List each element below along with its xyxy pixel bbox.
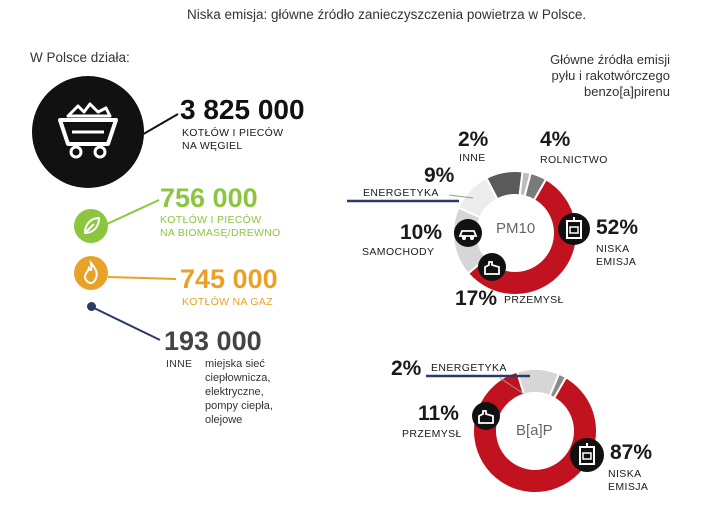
bap-przemysl-label: PRZEMYSŁ: [402, 428, 462, 440]
other-value: 193 000: [164, 326, 262, 356]
pm10-niska-label: NISKA EMISJA: [596, 243, 637, 268]
flame-icon: [83, 259, 98, 285]
pm10-inne-label: INNE: [459, 152, 486, 164]
bap-przemysl-badge: [472, 402, 500, 430]
coal-connector: [140, 113, 179, 137]
coal-cart-icon: [58, 102, 118, 159]
gas-connector: [108, 276, 177, 280]
pm10-przemysl-badge: [478, 253, 506, 281]
donut-segment-rolnictwo: [523, 171, 548, 202]
bap-niska-badge: [570, 438, 604, 472]
bap-niska-pct: 87%: [610, 441, 653, 464]
bap-energetyka-label: ENERGETYKA: [431, 362, 507, 374]
other-dot-icon: [87, 302, 96, 311]
car-icon: [458, 230, 478, 240]
gas-badge: [74, 256, 108, 290]
pm10-inne-pct: 2%: [458, 128, 489, 151]
biomass-badge: [74, 209, 108, 243]
bap-niska-label: NISKA EMISJA: [608, 468, 649, 493]
leaf-icon: [83, 216, 101, 235]
pm10-rolnictwo-pct: 4%: [540, 128, 571, 151]
factory-icon: [478, 410, 494, 424]
stove-icon: [566, 217, 582, 239]
page-title: Niska emisja: główne źródło zanieczyszcz…: [187, 7, 587, 22]
pm10-energetyka-label: ENERGETYKA: [363, 187, 439, 199]
factory-icon: [484, 261, 500, 275]
other-connector: [93, 307, 161, 341]
stove-icon: [579, 443, 595, 465]
coal-value: 3 825 000: [180, 94, 305, 125]
bap-center-label: B[a]P: [516, 422, 553, 439]
gas-label: KOTŁÓW NA GAZ: [182, 296, 273, 308]
pm10-niska-badge: [558, 213, 590, 245]
coal-label: KOTŁÓW I PIECÓW NA WĘGIEL: [182, 127, 284, 152]
gas-value: 745 000: [180, 264, 278, 294]
coal-badge: [32, 76, 144, 188]
pm10-samochody-label: SAMOCHODY: [362, 246, 435, 258]
bap-energetyka-leader: [426, 374, 530, 395]
pm10-samochody-pct: 10%: [400, 221, 443, 244]
biomass-connector: [107, 199, 160, 225]
pm10-niska-pct: 52%: [596, 216, 639, 239]
pm10-energetyka-pct: 9%: [424, 164, 455, 187]
pm10-samochody-badge: [454, 219, 482, 247]
other-detail: miejska sieć ciepłownicza, elektryczne, …: [205, 358, 273, 426]
bap-energetyka-pct: 2%: [391, 357, 422, 380]
biomass-label: KOTŁÓW I PIECÓW NA BIOMASĘ/DREWNO: [160, 214, 281, 239]
pm10-przemysl-pct: 17%: [455, 287, 498, 310]
pm10-energetyka-leader: [347, 194, 474, 203]
other-label: INNE: [166, 358, 193, 370]
biomass-value: 756 000: [160, 183, 258, 213]
right-heading: Główne źródła emisji pyłu i rakotwórczeg…: [550, 52, 670, 99]
pm10-center-label: PM10: [496, 220, 536, 237]
pm10-rolnictwo-label: ROLNICTWO: [540, 154, 608, 166]
donut-segment-energetyka: [548, 372, 568, 400]
intro-text: W Polsce działa:: [30, 50, 130, 65]
bap-przemysl-pct: 11%: [418, 402, 459, 425]
pm10-przemysl-label: PRZEMYSŁ: [504, 294, 564, 306]
